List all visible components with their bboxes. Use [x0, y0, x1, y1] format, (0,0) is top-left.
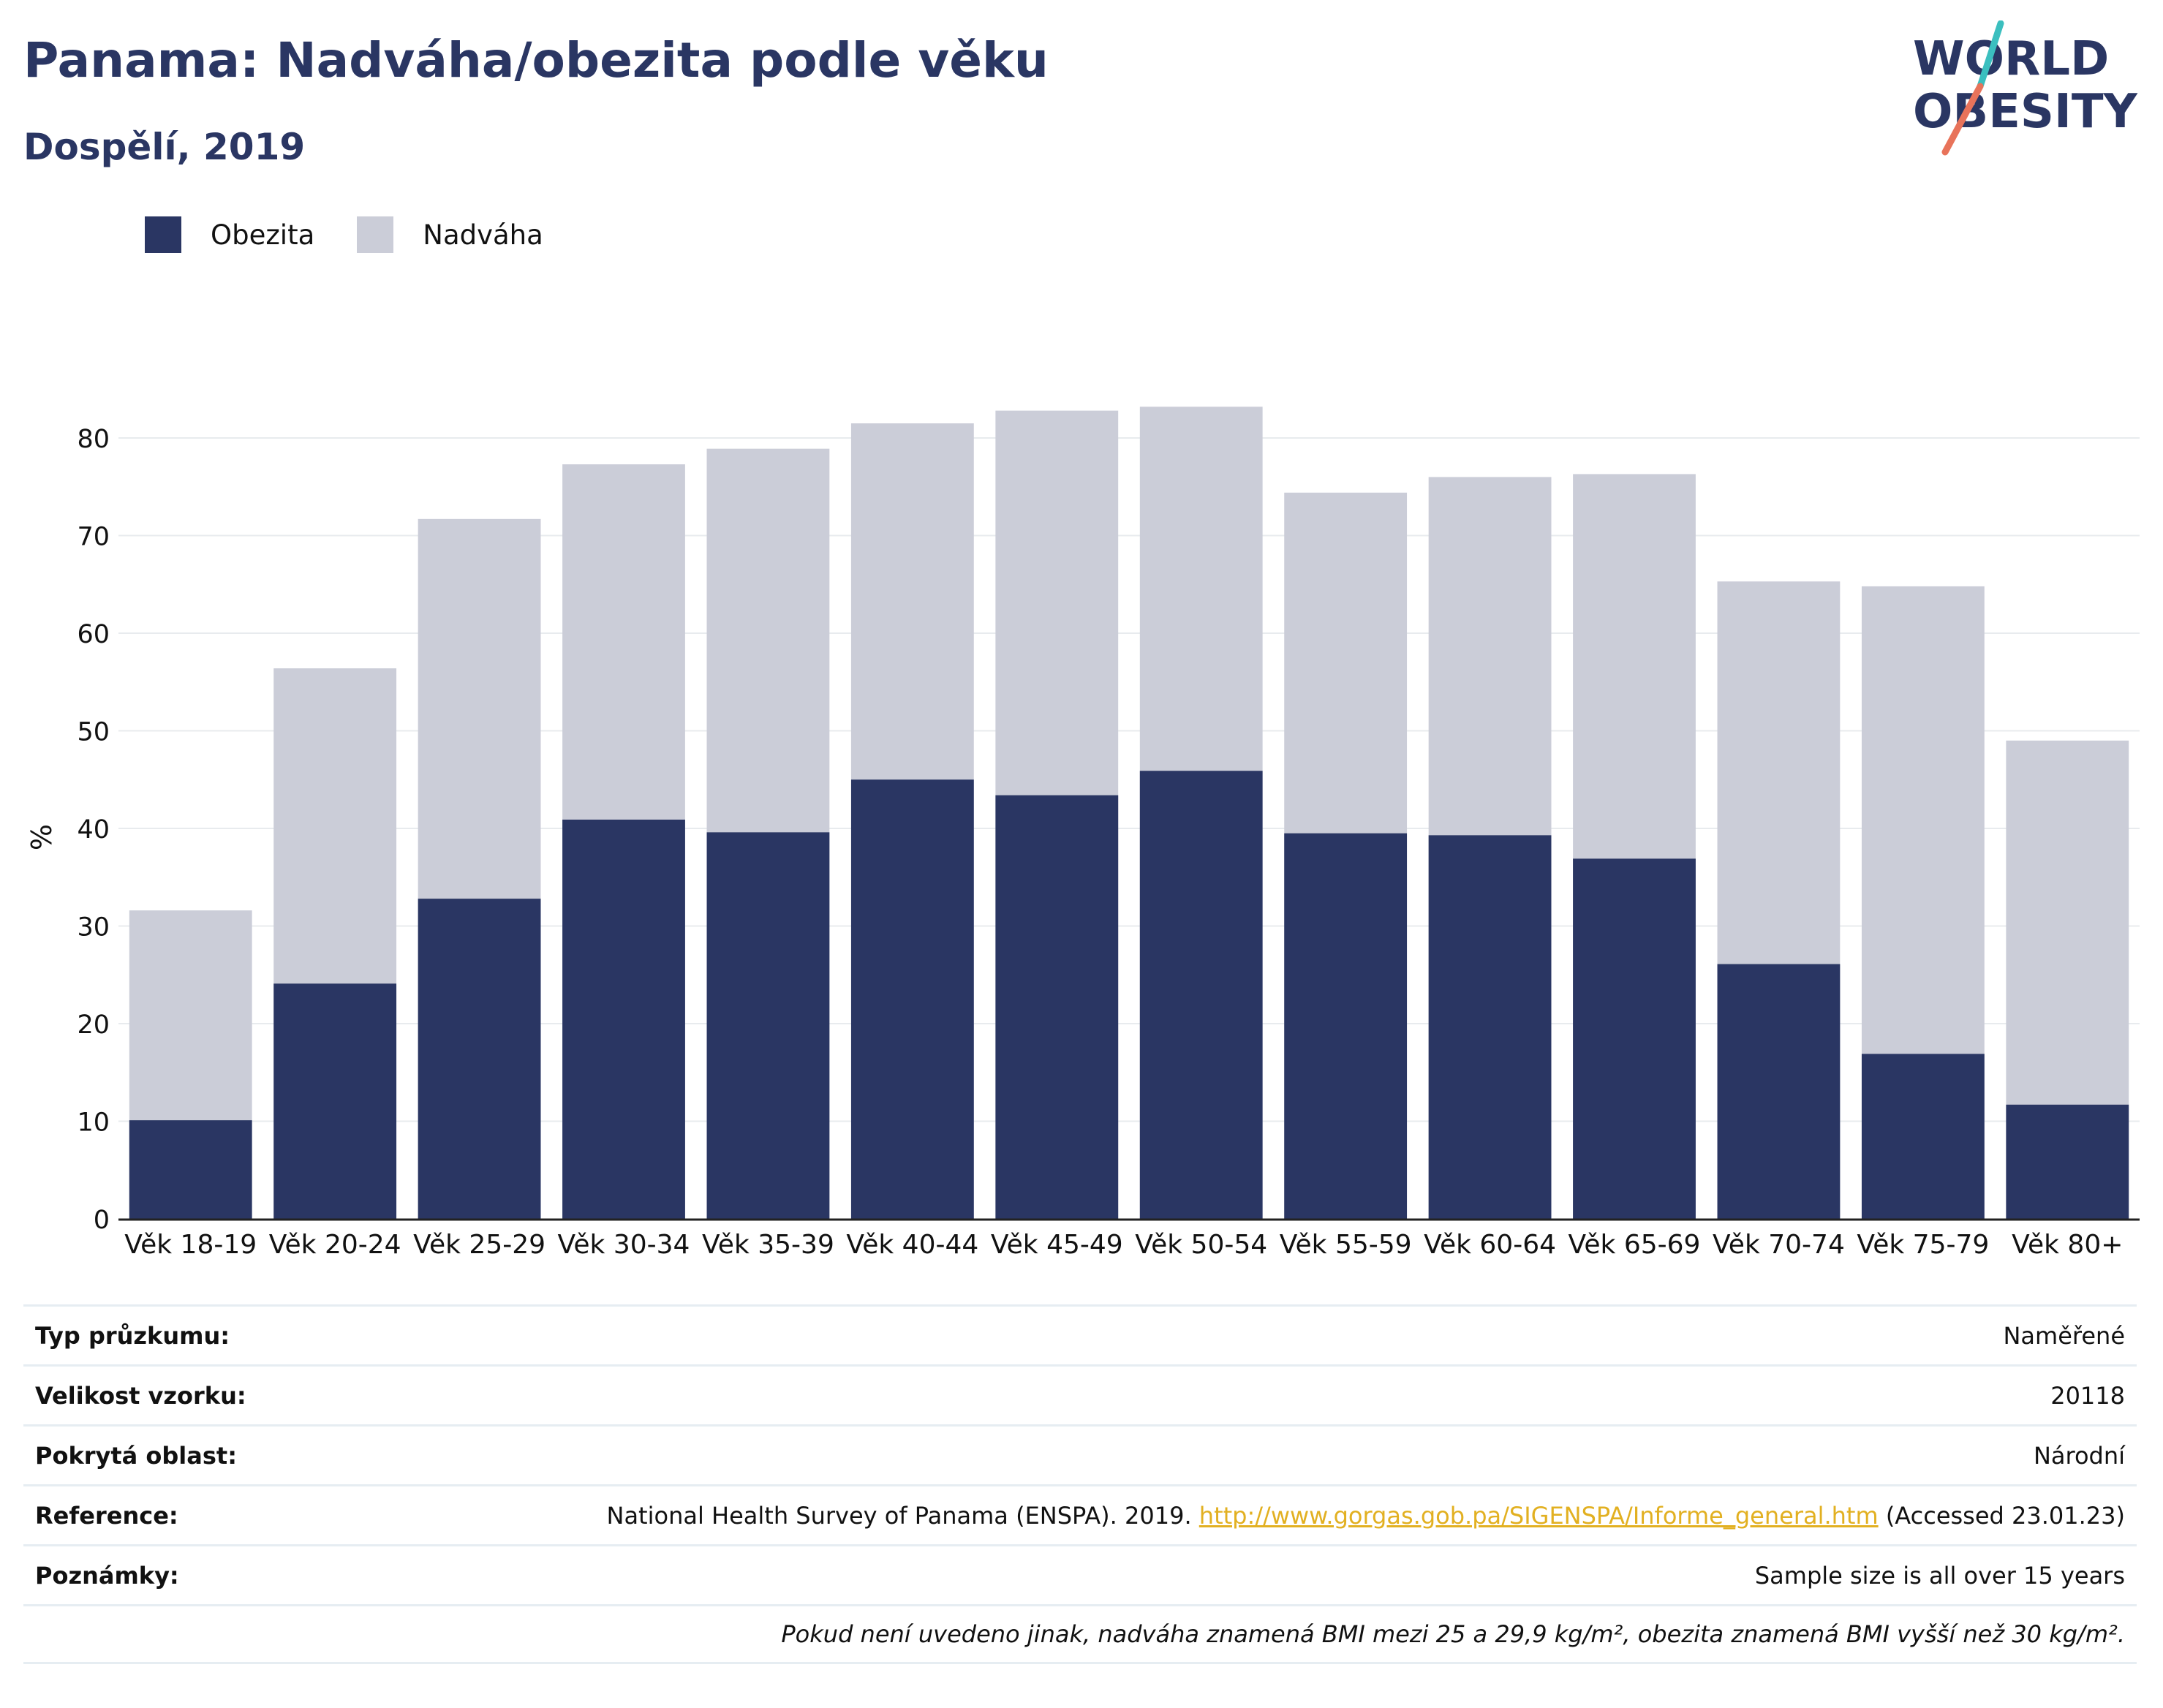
legend-swatch-obezita — [145, 216, 181, 253]
info-row-footnote: Pokud není uvedeno jinak, nadváha znamen… — [23, 1604, 2137, 1664]
x-tick-label: Věk 80+ — [2012, 1230, 2123, 1258]
footnote-text: Pokud není uvedeno jinak, nadváha znamen… — [781, 1620, 2125, 1648]
x-tick-label: Věk 25-29 — [413, 1230, 546, 1258]
bar-obezita — [1139, 771, 1263, 1219]
info-row-notes: Poznámky: Sample size is all over 15 yea… — [23, 1544, 2137, 1604]
bar-obezita — [1861, 1054, 1985, 1219]
bar-obezita — [129, 1120, 252, 1219]
info-row-survey-type: Typ průzkumu: Naměřené — [23, 1304, 2137, 1364]
sample-size-label: Velikost vzorku: — [35, 1381, 246, 1410]
legend-item-obezita[interactable]: Obezita — [145, 216, 314, 253]
reference-link[interactable]: http://www.gorgas.gob.pa/SIGENSPA/Inform… — [1198, 1501, 1879, 1530]
bar-obezita — [706, 832, 830, 1219]
bar-obezita — [2006, 1104, 2129, 1219]
survey-info-table: Typ průzkumu: Naměřené Velikost vzorku: … — [23, 1304, 2137, 1664]
x-tick-label: Věk 75-79 — [1857, 1230, 1989, 1258]
x-tick-label: Věk 35-39 — [702, 1230, 834, 1258]
chart-title: Panama: Nadváha/obezita podle věku — [23, 32, 1049, 88]
sample-size-value: 20118 — [2050, 1381, 2125, 1410]
logo-line-2: OBESITY — [1913, 85, 2137, 139]
x-tick-label: Věk 55-59 — [1280, 1230, 1412, 1258]
legend-label-obezita: Obezita — [211, 219, 315, 251]
coverage-label: Pokrytá oblast: — [35, 1441, 237, 1470]
bar-obezita — [418, 899, 541, 1219]
bar-obezita — [1717, 964, 1841, 1219]
x-tick-label: Věk 18-19 — [124, 1230, 257, 1258]
notes-label: Poznámky: — [35, 1561, 179, 1590]
y-axis-label: % — [26, 824, 58, 850]
x-tick-label: Věk 70-74 — [1713, 1230, 1845, 1258]
x-tick-label: Věk 40-44 — [846, 1230, 978, 1258]
logo-line-1: WORLD — [1913, 32, 2109, 86]
survey-type-value: Naměřené — [2003, 1321, 2125, 1350]
y-tick-label: 0 — [94, 1206, 110, 1235]
reference-text: National Health Survey of Panama (ENSPA)… — [606, 1501, 1192, 1530]
info-row-sample-size: Velikost vzorku: 20118 — [23, 1364, 2137, 1424]
reference-label: Reference: — [35, 1501, 178, 1530]
reference-value: National Health Survey of Panama (ENSPA)… — [607, 1502, 2126, 1530]
coverage-value: Národní — [2033, 1441, 2125, 1470]
bar-obezita — [562, 819, 685, 1219]
legend-swatch-nadvaha — [357, 216, 394, 253]
info-row-coverage: Pokrytá oblast: Národní — [23, 1424, 2137, 1484]
x-tick-label: Věk 60-64 — [1424, 1230, 1556, 1258]
logo-slash-teal — [1977, 20, 2004, 90]
y-tick-label: 30 — [77, 913, 110, 942]
info-row-reference: Reference: National Health Survey of Pan… — [23, 1484, 2137, 1544]
y-tick-label: 70 — [77, 523, 110, 552]
logo-slash-coral — [1941, 83, 1984, 156]
notes-value: Sample size is all over 15 years — [1754, 1561, 2125, 1590]
bar-obezita — [273, 983, 397, 1219]
y-tick-label: 60 — [77, 620, 110, 649]
y-tick-label: 80 — [77, 425, 110, 454]
x-tick-label: Věk 50-54 — [1135, 1230, 1267, 1258]
y-tick-label: 10 — [77, 1108, 110, 1138]
bar-obezita — [1573, 858, 1696, 1219]
legend-label-nadvaha: Nadváha — [423, 219, 543, 251]
y-tick-label: 40 — [77, 815, 110, 844]
legend-item-nadvaha[interactable]: Nadváha — [357, 216, 543, 253]
y-tick-label: 20 — [77, 1010, 110, 1040]
y-tick-label: 50 — [77, 718, 110, 747]
world-obesity-logo: WORLD OBESITY — [1913, 20, 2137, 156]
x-tick-label: Věk 30-34 — [558, 1230, 690, 1258]
bar-obezita — [1428, 835, 1552, 1219]
x-tick-label: Věk 45-49 — [991, 1230, 1123, 1258]
bar-obezita — [995, 795, 1119, 1219]
reference-accessed: (Accessed 23.01.23) — [1885, 1501, 2125, 1530]
survey-type-label: Typ průzkumu: — [35, 1321, 230, 1350]
x-tick-label: Věk 65-69 — [1569, 1230, 1701, 1258]
x-tick-label: Věk 20-24 — [269, 1230, 401, 1258]
bar-obezita — [1284, 833, 1408, 1219]
chart-legend: Obezita Nadváha — [145, 216, 586, 253]
bar-obezita — [850, 779, 974, 1219]
bar-chart: 0 10 20 30 40 50 60 70 80% Věk 18-19 Věk 20-24 Věk … — [26, 407, 2140, 1258]
chart-subtitle: Dospělí, 2019 — [23, 126, 306, 168]
